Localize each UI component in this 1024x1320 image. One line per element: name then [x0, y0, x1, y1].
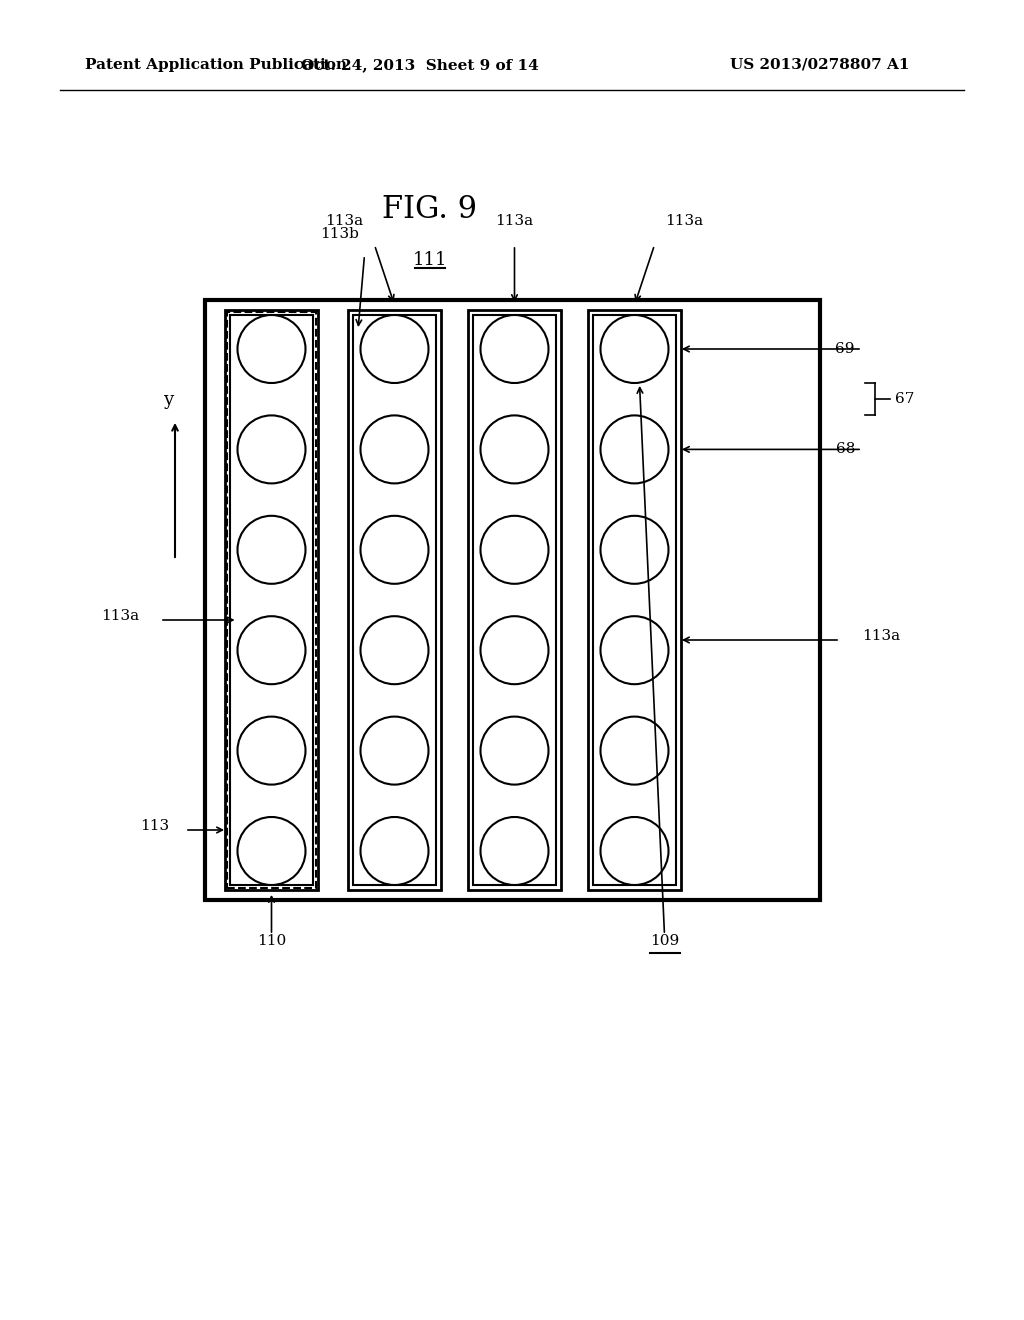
Circle shape [238, 616, 305, 684]
Text: y: y [163, 391, 173, 409]
Circle shape [238, 315, 305, 383]
Circle shape [480, 817, 549, 884]
Text: 110: 110 [257, 935, 286, 948]
Bar [230, 315, 313, 884]
Text: 113a: 113a [666, 214, 703, 228]
Circle shape [480, 416, 549, 483]
Circle shape [238, 416, 305, 483]
Circle shape [238, 817, 305, 884]
Text: FIG. 9: FIG. 9 [383, 194, 477, 226]
Circle shape [360, 416, 428, 483]
Circle shape [480, 717, 549, 784]
Bar [348, 310, 441, 890]
Bar [225, 310, 318, 890]
Bar [588, 310, 681, 890]
Circle shape [480, 616, 549, 684]
Text: Oct. 24, 2013  Sheet 9 of 14: Oct. 24, 2013 Sheet 9 of 14 [301, 58, 539, 73]
Circle shape [480, 315, 549, 383]
Text: 69: 69 [836, 342, 855, 356]
Circle shape [360, 616, 428, 684]
Circle shape [600, 416, 669, 483]
Circle shape [360, 717, 428, 784]
Text: 113a: 113a [862, 630, 900, 643]
Bar [468, 310, 561, 890]
Circle shape [360, 817, 428, 884]
Text: 113a: 113a [101, 609, 139, 623]
Text: US 2013/0278807 A1: US 2013/0278807 A1 [730, 58, 909, 73]
Circle shape [600, 817, 669, 884]
Circle shape [360, 315, 428, 383]
Circle shape [600, 516, 669, 583]
Text: 113b: 113b [321, 227, 359, 242]
Text: 113a: 113a [496, 214, 534, 228]
Circle shape [480, 516, 549, 583]
Circle shape [600, 717, 669, 784]
Text: 113a: 113a [326, 214, 364, 228]
Text: 68: 68 [836, 442, 855, 457]
Bar [227, 312, 316, 888]
Circle shape [238, 516, 305, 583]
Circle shape [360, 516, 428, 583]
Text: Patent Application Publication: Patent Application Publication [85, 58, 347, 73]
Text: 109: 109 [650, 935, 679, 948]
Circle shape [238, 717, 305, 784]
Bar [593, 315, 676, 884]
Bar [353, 315, 436, 884]
Text: 113: 113 [140, 818, 170, 833]
Circle shape [600, 315, 669, 383]
Circle shape [600, 616, 669, 684]
Text: 111: 111 [413, 251, 447, 269]
Bar [205, 300, 820, 900]
Text: 67: 67 [895, 392, 914, 407]
Bar [473, 315, 556, 884]
